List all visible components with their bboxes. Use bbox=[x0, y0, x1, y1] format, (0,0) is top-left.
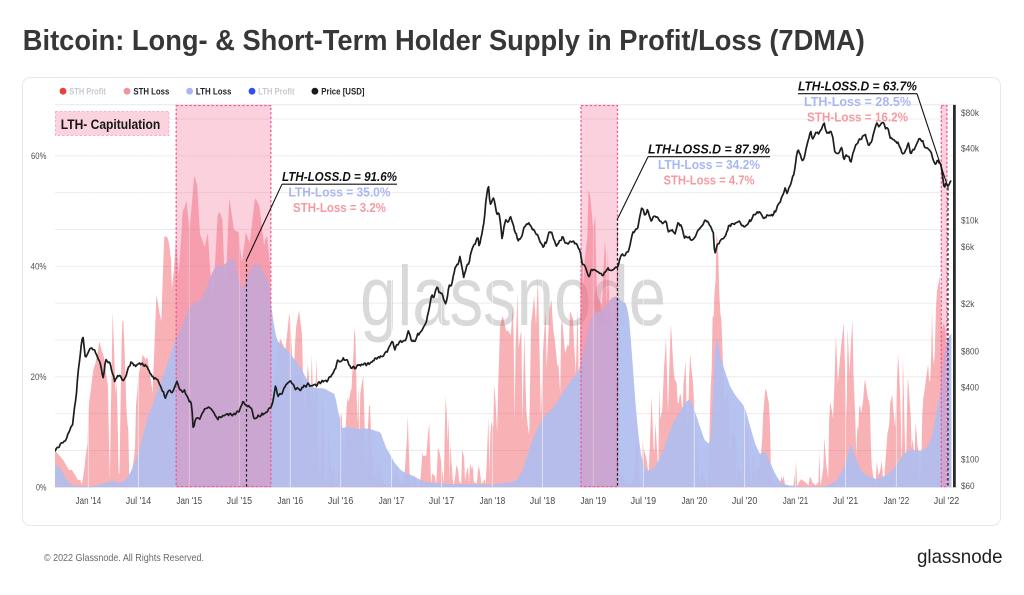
svg-text:$100: $100 bbox=[961, 454, 979, 465]
svg-text:Jul '20: Jul '20 bbox=[732, 496, 758, 507]
svg-text:$2k: $2k bbox=[961, 299, 975, 310]
svg-text:$6k: $6k bbox=[961, 242, 974, 253]
svg-text:Jul '18: Jul '18 bbox=[530, 496, 556, 507]
svg-text:Jul '16: Jul '16 bbox=[328, 496, 354, 507]
svg-text:$40k: $40k bbox=[961, 144, 979, 155]
svg-text:$800: $800 bbox=[961, 347, 979, 358]
svg-text:Jul '19: Jul '19 bbox=[631, 496, 657, 507]
svg-text:0%: 0% bbox=[36, 483, 47, 494]
svg-text:Jan '20: Jan '20 bbox=[682, 496, 708, 507]
svg-text:STH-Loss = 4.7%: STH-Loss = 4.7% bbox=[664, 173, 755, 188]
svg-text:Jul '15: Jul '15 bbox=[227, 496, 253, 507]
svg-text:LTH-LOSS.D = 91.6%: LTH-LOSS.D = 91.6% bbox=[282, 169, 397, 184]
svg-text:Jan '14: Jan '14 bbox=[76, 496, 102, 507]
svg-text:Jul '14: Jul '14 bbox=[126, 496, 152, 507]
svg-text:Jan '15: Jan '15 bbox=[177, 496, 203, 507]
svg-text:LTH-Loss = 35.0%: LTH-Loss = 35.0% bbox=[289, 185, 391, 200]
svg-text:STH Profit: STH Profit bbox=[69, 87, 106, 98]
svg-text:Jan '17: Jan '17 bbox=[379, 496, 405, 507]
svg-text:LTH Profit: LTH Profit bbox=[258, 87, 295, 98]
svg-text:glassnode: glassnode bbox=[917, 546, 1003, 568]
svg-text:STH Loss: STH Loss bbox=[133, 87, 169, 98]
svg-text:Jul '22: Jul '22 bbox=[934, 496, 960, 507]
svg-text:Jul '17: Jul '17 bbox=[429, 496, 455, 507]
svg-text:Jan '18: Jan '18 bbox=[480, 496, 506, 507]
svg-text:$400: $400 bbox=[961, 383, 979, 394]
svg-text:STH-Loss = 16.2%: STH-Loss = 16.2% bbox=[807, 110, 908, 125]
svg-text:STH-Loss = 3.2%: STH-Loss = 3.2% bbox=[293, 200, 386, 215]
svg-text:Jul '21: Jul '21 bbox=[833, 496, 859, 507]
svg-text:60%: 60% bbox=[31, 151, 47, 162]
svg-text:Jan '21: Jan '21 bbox=[783, 496, 809, 507]
svg-text:LTH-LOSS.D = 63.7%: LTH-LOSS.D = 63.7% bbox=[798, 79, 917, 94]
svg-text:LTH-Loss = 28.5%: LTH-Loss = 28.5% bbox=[804, 94, 911, 109]
svg-text:LTH-Loss = 34.2%: LTH-Loss = 34.2% bbox=[658, 157, 760, 172]
svg-text:LTH- Capitulation: LTH- Capitulation bbox=[61, 117, 161, 132]
svg-text:20%: 20% bbox=[31, 372, 47, 383]
svg-text:LTH Loss: LTH Loss bbox=[196, 87, 232, 98]
svg-text:$60: $60 bbox=[961, 481, 975, 492]
svg-text:Jan '16: Jan '16 bbox=[278, 496, 304, 507]
svg-text:© 2022 Glassnode. All Rights R: © 2022 Glassnode. All Rights Reserved. bbox=[44, 552, 204, 564]
svg-text:40%: 40% bbox=[31, 262, 47, 273]
svg-text:Price [USD]: Price [USD] bbox=[321, 87, 364, 98]
svg-text:$10k: $10k bbox=[961, 216, 979, 227]
svg-text:LTH-LOSS.D = 87.9%: LTH-LOSS.D = 87.9% bbox=[648, 142, 770, 157]
svg-text:Jan '19: Jan '19 bbox=[581, 496, 607, 507]
svg-text:$80k: $80k bbox=[961, 108, 979, 119]
svg-text:Jan '22: Jan '22 bbox=[884, 496, 910, 507]
svg-text:Bitcoin: Long- & Short-Term Ho: Bitcoin: Long- & Short-Term Holder Suppl… bbox=[23, 25, 865, 57]
